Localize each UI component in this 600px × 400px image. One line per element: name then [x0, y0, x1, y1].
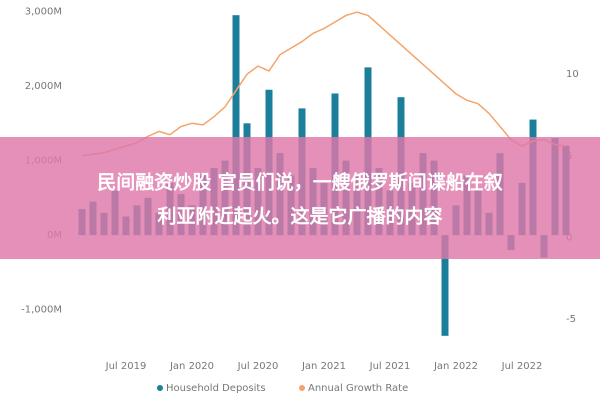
y2-tick-label: 10	[566, 69, 579, 80]
y-tick-label: 3,000M	[25, 6, 62, 17]
banner-text: 利亚附近起火。这是它广播的内容	[157, 205, 442, 228]
x-tick-label: Jul 2019	[105, 361, 147, 372]
legend-swatch	[157, 385, 163, 391]
y2-tick-label: -5	[566, 314, 576, 325]
x-tick-label: Jan 2022	[433, 361, 478, 372]
line	[81, 11, 567, 157]
x-tick-label: Jan 2021	[301, 361, 346, 372]
x-tick-label: Jul 2020	[237, 361, 279, 372]
legend-label: Annual Growth Rate	[308, 383, 408, 394]
banner	[0, 137, 600, 259]
bar	[441, 235, 449, 336]
legend-label: Household Deposits	[166, 383, 266, 394]
x-tick-label: Jan 2020	[169, 361, 214, 372]
y-tick-label: 2,000M	[25, 81, 62, 92]
x-tick-label: Jul 2022	[501, 361, 543, 372]
banner-text: 民间融资炒股 官员们说，一艘俄罗斯间谍船在叙	[97, 171, 503, 194]
bar	[232, 15, 240, 236]
x-tick-label: Jul 2021	[369, 361, 411, 372]
legend-swatch	[299, 385, 305, 391]
y-tick-label: -1,000M	[21, 305, 62, 316]
